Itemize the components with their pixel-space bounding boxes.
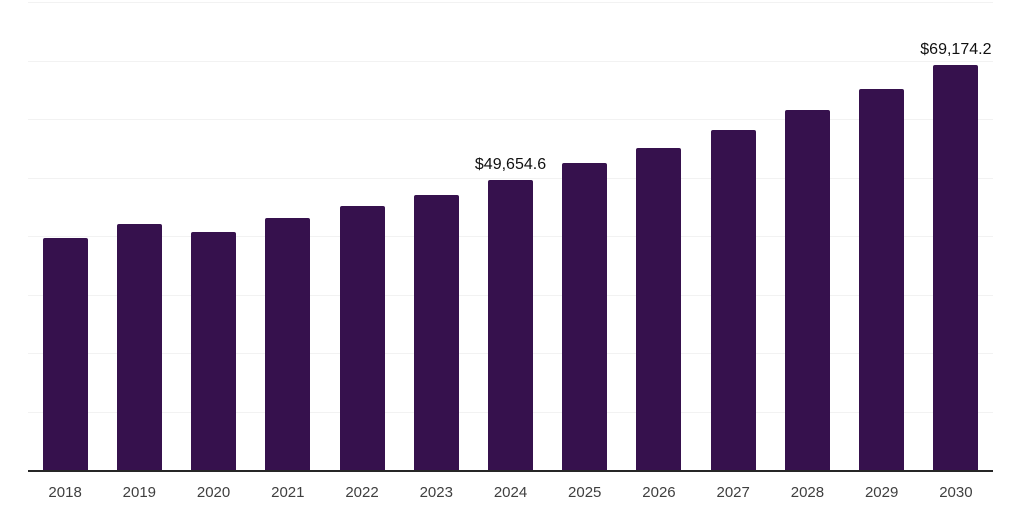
bar-2025[interactable] <box>562 163 608 470</box>
x-tick-2030: 2030 <box>939 484 973 501</box>
bar-2027[interactable] <box>710 129 756 470</box>
bar-2026[interactable] <box>636 147 682 470</box>
x-tick-2025: 2025 <box>568 484 602 501</box>
gridline-80000 <box>28 2 993 3</box>
bar-2018[interactable] <box>42 238 88 470</box>
data-label-2024: $49,654.6 <box>474 155 547 173</box>
bar-2029[interactable] <box>859 88 905 470</box>
x-tick-2029: 2029 <box>864 484 899 501</box>
x-tick-2027: 2027 <box>716 484 750 501</box>
x-tick-2022: 2022 <box>345 484 379 501</box>
bar-2023[interactable] <box>413 195 459 470</box>
x-tick-2018: 2018 <box>48 484 82 501</box>
bar-2030[interactable] <box>933 65 979 470</box>
x-tick-2020: 2020 <box>196 484 231 501</box>
x-tick-2024: 2024 <box>493 484 528 501</box>
bar-2024[interactable] <box>488 179 533 470</box>
x-axis-line <box>28 470 993 472</box>
x-tick-2028: 2028 <box>790 484 825 501</box>
gridline-50000 <box>28 177 993 179</box>
bar-2019[interactable] <box>116 224 162 470</box>
gridline-70000 <box>28 60 993 62</box>
bar-2021[interactable] <box>265 218 311 470</box>
bar-2020[interactable] <box>191 231 237 470</box>
x-tick-2021: 2021 <box>271 484 305 501</box>
gridline-60000 <box>28 119 993 120</box>
x-tick-2023: 2023 <box>419 484 453 501</box>
x-tick-2026: 2026 <box>642 484 676 501</box>
data-label-2030: $69,174.2 <box>920 41 992 59</box>
bar-2028[interactable] <box>784 109 830 470</box>
x-tick-2019: 2019 <box>122 484 157 501</box>
bar-2022[interactable] <box>339 206 385 470</box>
